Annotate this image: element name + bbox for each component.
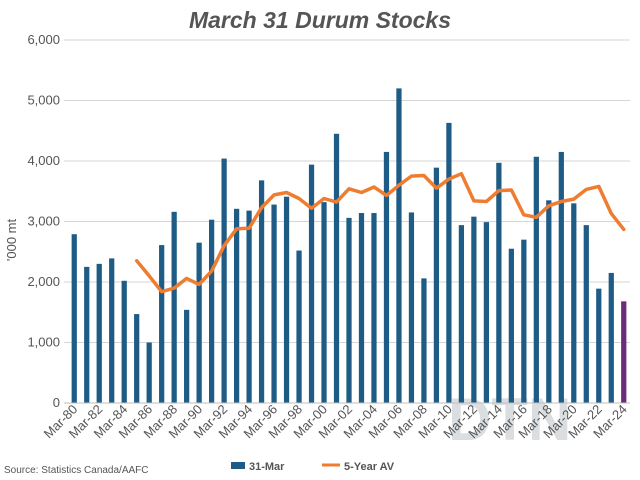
bar-Mar-20 — [571, 203, 577, 403]
bar-Mar-04 — [371, 213, 377, 403]
bar-Mar-02 — [346, 217, 352, 403]
chart-title: March 31 Durum Stocks — [189, 7, 451, 33]
bar-Mar-11 — [458, 225, 465, 403]
bar-Mar-98 — [296, 250, 302, 403]
bar-Mar-99 — [308, 164, 315, 403]
bar-Mar-03 — [358, 213, 365, 403]
bar-Mar-05 — [383, 151, 390, 403]
legend-label-bars: 31-Mar — [249, 461, 285, 473]
bar-Mar-86 — [146, 342, 152, 403]
bar-Mar-81 — [84, 266, 90, 403]
bar-Mar-90 — [196, 242, 202, 403]
bar-Mar-91 — [208, 219, 215, 403]
legend-swatch-bars — [231, 462, 245, 469]
bar-Mar-21 — [583, 225, 589, 403]
bar-Mar-23 — [608, 272, 614, 403]
bar-Mar-15 — [508, 248, 514, 403]
bar-series — [71, 88, 627, 404]
bar-Mar-07 — [408, 212, 415, 403]
bar-Mar-08 — [421, 278, 427, 403]
bar-Mar-85 — [134, 314, 140, 403]
bar-Mar-88 — [171, 211, 177, 403]
bar-Mar-13 — [483, 222, 490, 403]
bar-Mar-96 — [271, 204, 277, 403]
bar-Mar-94 — [246, 210, 252, 403]
bar-Mar-83 — [109, 258, 115, 403]
y-tick-label: 1,000 — [27, 335, 60, 350]
bar-Mar-01 — [333, 133, 340, 403]
source-note: Source: Statistics Canada/AAFC — [4, 465, 149, 476]
bar-Mar-14 — [496, 162, 502, 403]
bar-Mar-06 — [396, 88, 402, 404]
bar-Mar-19 — [558, 151, 564, 403]
y-axis-label: '000 mt — [4, 219, 19, 262]
line-series — [134, 171, 626, 294]
bar-Mar-00 — [321, 202, 327, 403]
bar-Mar-16 — [521, 239, 527, 403]
bar-Mar-89 — [184, 309, 190, 403]
y-tick-label: 2,000 — [27, 274, 60, 289]
bar-Mar-84 — [121, 280, 127, 403]
bar-Mar-10 — [446, 122, 452, 403]
bar-Mar-22 — [596, 288, 602, 403]
y-tick-label: 4,000 — [27, 153, 60, 168]
y-tick-label: 3,000 — [27, 214, 60, 229]
bar-Mar-12 — [471, 216, 477, 403]
bar-Mar-93 — [233, 208, 240, 403]
bar-Mar-87 — [159, 245, 165, 403]
bar-Mar-17 — [533, 156, 539, 403]
legend-label-line: 5-Year AV — [344, 461, 395, 473]
bar-Mar-92 — [221, 158, 227, 403]
legend: 31-Mar 5-Year AV — [231, 461, 395, 473]
bar-Mar-82 — [96, 263, 102, 403]
y-axis-ticks: 0 1,000 2,000 3,000 4,000 5,000 6,000 — [27, 32, 60, 410]
bar-Mar-80 — [71, 234, 77, 403]
bar-Mar-24 — [621, 301, 627, 403]
bar-Mar-09 — [433, 167, 440, 403]
bar-Mar-97 — [283, 196, 290, 403]
bar-Mar-95 — [258, 180, 265, 403]
y-tick-label: 0 — [53, 395, 60, 410]
line-5yr-average — [134, 171, 626, 294]
y-tick-label: 5,000 — [27, 93, 60, 108]
y-tick-label: 6,000 — [27, 32, 60, 47]
bar-Mar-18 — [546, 200, 552, 403]
